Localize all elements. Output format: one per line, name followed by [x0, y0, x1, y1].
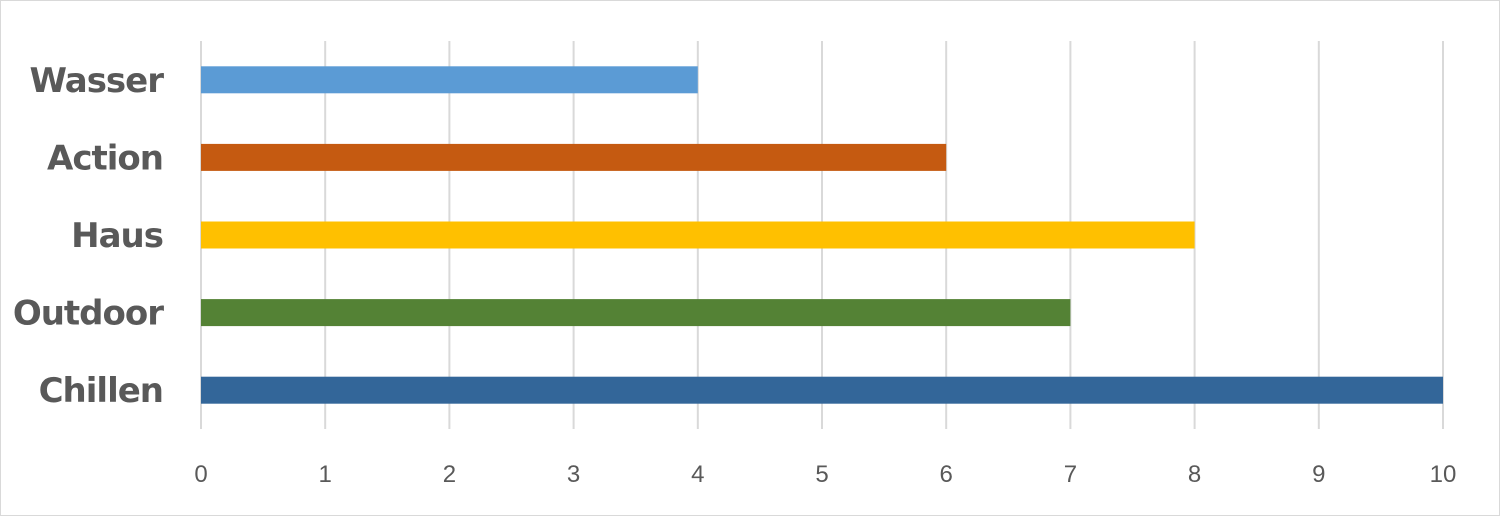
bar-chillen [201, 376, 1443, 404]
x-tick-labels: 0 1 2 3 4 5 6 7 8 9 10 [194, 461, 1456, 488]
x-tick-label: 10 [1430, 461, 1457, 488]
bar-wasser [201, 66, 698, 94]
x-tick-label: 6 [940, 461, 953, 488]
bar-outdoor [201, 299, 1071, 327]
bars [201, 66, 1443, 404]
x-tick-label: 3 [567, 461, 580, 488]
x-tick-label: 5 [815, 461, 828, 488]
category-label-haus: Haus [71, 216, 163, 256]
x-tick-label: 9 [1312, 461, 1325, 488]
x-tick-label: 1 [319, 461, 332, 488]
category-label-wasser: Wasser [29, 61, 164, 101]
category-label-action: Action [47, 138, 163, 178]
bar-action [201, 143, 947, 171]
x-tick-label: 4 [691, 461, 704, 488]
x-tick-label: 7 [1064, 461, 1077, 488]
x-tick-label: 8 [1188, 461, 1201, 488]
x-tick-label: 2 [443, 461, 456, 488]
bar-haus [201, 221, 1195, 249]
category-labels: Wasser Action Haus Outdoor Chillen [13, 61, 165, 411]
x-tick-label: 0 [194, 461, 207, 488]
category-label-chillen: Chillen [39, 371, 163, 411]
category-label-outdoor: Outdoor [13, 294, 164, 334]
